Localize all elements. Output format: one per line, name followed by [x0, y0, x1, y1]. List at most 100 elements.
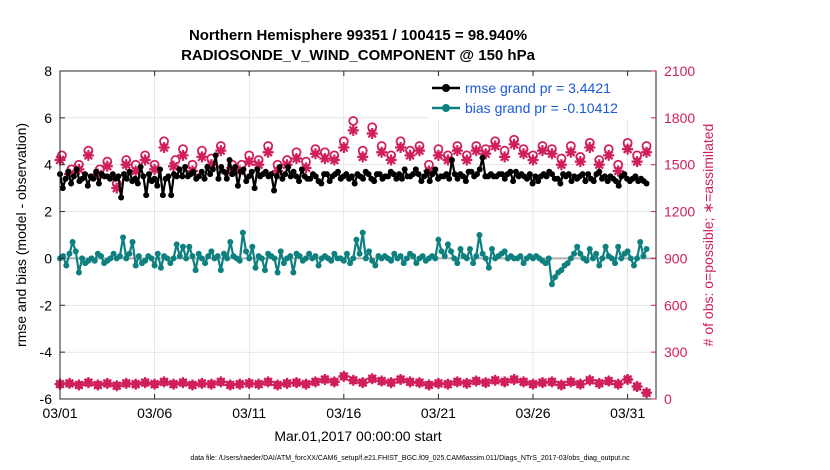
bias-point	[340, 257, 347, 264]
rmse-point	[262, 168, 269, 175]
bias-point	[214, 253, 221, 260]
rmse-point	[157, 166, 164, 173]
bias-point	[466, 246, 473, 253]
bias-point	[608, 255, 615, 262]
y-right-tick-label: 1500	[664, 157, 695, 173]
rmse-point	[107, 175, 114, 182]
obs-possible-point	[301, 156, 311, 167]
bias-point	[60, 253, 67, 260]
rmse-point	[446, 175, 453, 182]
y-right-tick-label: 2100	[664, 63, 695, 79]
obs-bottom-assimilated-point	[489, 374, 501, 386]
rmse-point	[532, 173, 539, 180]
rmse-point	[68, 180, 75, 187]
bias-point	[97, 253, 104, 260]
obs-bottom-assimilated-point	[291, 377, 303, 389]
plot-area	[60, 71, 656, 399]
rmse-point	[143, 192, 150, 199]
rmse-point	[59, 185, 66, 192]
obs-bottom-assimilated-point	[243, 377, 255, 389]
obs-possible-point	[197, 145, 207, 156]
obs-possible-point	[338, 136, 349, 147]
obs-bottom-assimilated-point	[413, 377, 425, 389]
obs-bottom-assimilated-point	[385, 377, 397, 389]
bias-point	[627, 255, 634, 262]
rmse-point	[549, 171, 556, 178]
bias-point	[630, 262, 637, 269]
x-axis-label: Mar.01,2017 00:00:00 start	[274, 428, 441, 444]
rmse-point	[120, 171, 127, 178]
obs-possible-point	[244, 150, 255, 161]
y-left-tick-label: 6	[44, 110, 52, 126]
bias-point	[189, 253, 196, 260]
rmse-point	[410, 171, 417, 178]
rmse-point	[565, 171, 572, 178]
bias-point	[571, 250, 578, 257]
obs-bottom-assimilated-point	[376, 375, 388, 387]
rmse-point	[543, 173, 550, 180]
obs-assimilated-point	[432, 149, 444, 161]
rmse-point	[535, 178, 542, 185]
obs-bottom-assimilated-point	[63, 377, 75, 389]
bias-point	[593, 250, 600, 257]
rmse-point	[393, 175, 400, 182]
rmse-point	[326, 178, 333, 185]
x-tick-label: 03/21	[421, 405, 456, 421]
obs-assimilated-point	[158, 142, 170, 154]
bias-point	[457, 246, 464, 253]
bias-point	[444, 241, 451, 248]
obs-possible-point	[159, 136, 169, 147]
obs-bottom-assimilated-point	[565, 376, 577, 388]
rmse-point	[229, 171, 236, 178]
bias-point	[640, 253, 647, 260]
rmse-point	[621, 171, 628, 178]
y-left-tick-label: -2	[40, 297, 53, 313]
rmse-point	[426, 178, 433, 185]
bias-point	[217, 267, 224, 274]
rmse-point	[376, 171, 383, 178]
legend-bias-label: bias grand pr = -0.10412	[465, 100, 618, 116]
bias-point	[224, 255, 231, 262]
bias-point	[618, 255, 625, 262]
bias-point	[220, 250, 227, 257]
bias-point	[63, 262, 70, 269]
obs-assimilated-point	[168, 160, 180, 172]
obs-assimilated-point	[243, 156, 255, 168]
bias-point	[176, 253, 183, 260]
obs-bottom-assimilated-point	[480, 377, 492, 389]
rmse-point	[343, 171, 350, 178]
bias-point	[574, 243, 581, 250]
obs-assimilated-point	[300, 162, 312, 174]
rmse-point	[468, 168, 475, 175]
bias-point	[243, 248, 250, 255]
rmse-point	[240, 166, 247, 173]
rmse-point	[585, 171, 592, 178]
rmse-point	[601, 173, 608, 180]
rmse-point	[218, 164, 225, 171]
obs-possible-point	[178, 144, 188, 154]
rmse-point	[429, 171, 436, 178]
rmse-point	[473, 171, 480, 178]
bias-point	[599, 255, 606, 262]
rmse-point	[529, 180, 536, 187]
rmse-point	[476, 166, 483, 173]
obs-possible-point	[102, 156, 113, 167]
bias-point	[123, 255, 130, 262]
rmse-point	[168, 192, 175, 199]
y-right-tick-label: 600	[664, 297, 688, 313]
rmse-point	[287, 173, 294, 180]
rmse-point	[401, 166, 408, 173]
obs-assimilated-point	[262, 146, 274, 158]
bias-point	[413, 260, 420, 267]
rmse-point	[282, 171, 289, 178]
obs-possible-point	[632, 150, 642, 161]
y-left-tick-label: 2	[44, 204, 52, 220]
rmse-point	[73, 166, 80, 173]
bias-point	[589, 255, 596, 262]
rmse-point	[165, 173, 172, 180]
bias-point	[558, 267, 565, 274]
rmse-point	[557, 180, 564, 187]
rmse-point	[159, 192, 166, 199]
rmse-point	[568, 178, 575, 185]
bias-point	[397, 253, 404, 260]
